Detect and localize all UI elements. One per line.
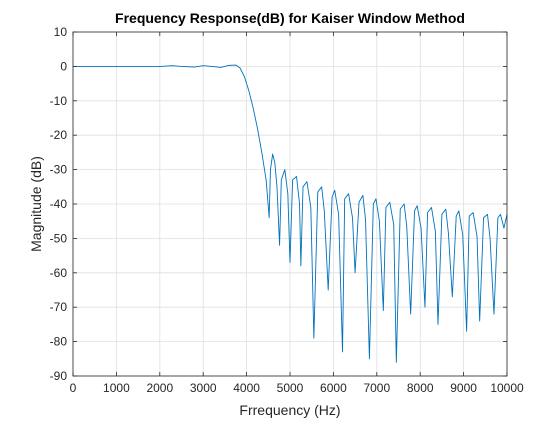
chart-title: Frequency Response(dB) for Kaiser Window…: [115, 10, 465, 26]
x-tick-label: 5000: [277, 381, 304, 395]
x-tick-label: 8000: [407, 381, 434, 395]
y-tick-label: -90: [50, 369, 68, 383]
series-layer: [73, 64, 508, 363]
y-tick-label: -10: [50, 94, 68, 108]
x-axis-ticks: 0 1000 2000 3000 4000 5000 6000 7000 8000 9000 100…: [70, 32, 524, 395]
y-axis-title: Magnitude (dB): [28, 156, 44, 252]
y-tick-label: -70: [50, 300, 68, 314]
y-tick-label: -20: [50, 128, 68, 142]
x-tick-label: 3000: [190, 381, 217, 395]
x-tick-label: 6000: [320, 381, 347, 395]
y-axis-ticks: 10 0 -10 -20 -30 -40 -50 -60 -70 -80 -90: [50, 25, 507, 383]
y-tick-label: 0: [60, 59, 67, 73]
x-tick-label: 7000: [363, 381, 390, 395]
x-tick-label: 4000: [233, 381, 260, 395]
x-tick-label: 1000: [103, 381, 130, 395]
x-tick-label: 10000: [490, 381, 524, 395]
series-line: [73, 64, 508, 363]
x-tick-label: 0: [70, 381, 77, 395]
y-tick-label: 10: [54, 25, 68, 39]
y-tick-label: -40: [50, 197, 68, 211]
x-tick-label: 9000: [450, 381, 477, 395]
y-tick-label: -80: [50, 335, 68, 349]
x-axis-title: Frrequency (Hz): [239, 402, 340, 418]
y-tick-label: -30: [50, 163, 68, 177]
x-tick-label: 2000: [146, 381, 173, 395]
y-tick-label: -50: [50, 231, 68, 245]
y-tick-label: -60: [50, 266, 68, 280]
